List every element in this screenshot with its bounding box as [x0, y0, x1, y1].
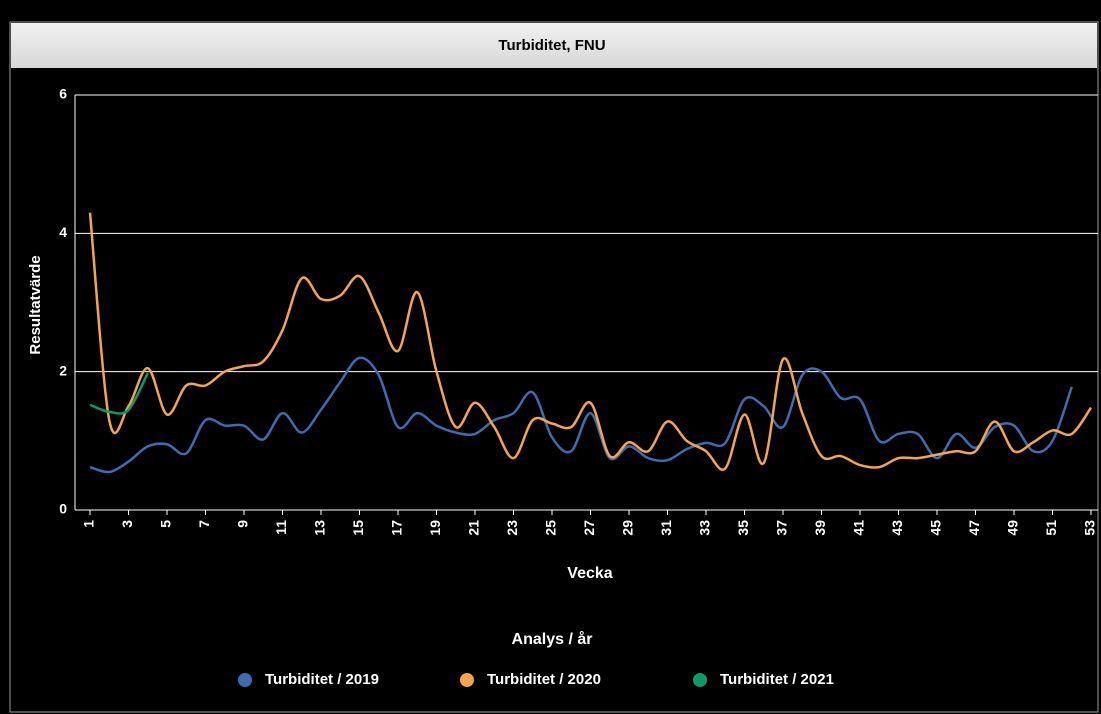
- x-tick-label: 3: [119, 520, 135, 528]
- series-line: [89, 356, 1073, 474]
- x-tick-label: 39: [812, 520, 828, 536]
- x-tick-label: 33: [697, 520, 713, 536]
- x-tick-label: 51: [1043, 520, 1059, 536]
- legend-marker: [693, 673, 707, 687]
- x-tick-label: 9: [235, 520, 251, 528]
- y-axis-label: Resultatvärde: [27, 255, 44, 354]
- series-line: [88, 212, 1093, 471]
- y-tick-label: 2: [59, 362, 67, 378]
- x-tick-label: 13: [312, 520, 328, 536]
- legend-label: Turbiditet / 2019: [265, 671, 379, 688]
- x-tick-label: 21: [466, 520, 482, 536]
- y-tick-label: 6: [59, 86, 67, 102]
- series-line: [89, 372, 149, 415]
- x-tick-label: 45: [928, 520, 944, 536]
- x-tick-label: 29: [620, 520, 636, 536]
- legend-label: Turbiditet / 2021: [720, 671, 834, 688]
- legend-marker: [238, 673, 252, 687]
- x-tick-label: 7: [196, 520, 212, 528]
- x-tick-label: 37: [774, 520, 790, 536]
- x-tick-label: 25: [543, 520, 559, 536]
- y-tick-label: 0: [59, 501, 67, 517]
- x-tick-label: 27: [581, 520, 597, 536]
- chart-title: Turbiditet, FNU: [498, 37, 605, 54]
- title-bar: [11, 23, 1097, 68]
- x-tick-label: 19: [427, 520, 443, 536]
- legend: Turbiditet / 2019 Turbiditet / 2020 Turbid…: [238, 671, 834, 688]
- x-tick-label: 43: [889, 520, 905, 536]
- x-tick-label: 17: [389, 520, 405, 536]
- x-tick-label: 1: [81, 520, 97, 528]
- x-tick-label: 41: [851, 520, 867, 536]
- x-tick-label: 23: [504, 520, 520, 536]
- legend-label: Turbiditet / 2020: [487, 671, 601, 688]
- x-tick-label: 31: [658, 520, 674, 536]
- x-axis-label: Vecka: [567, 565, 612, 582]
- frame: [9, 21, 1099, 713]
- legend-title: Analys / år: [512, 630, 593, 648]
- y-tick-label: 4: [59, 224, 67, 240]
- legend-marker: [460, 673, 474, 687]
- x-tick-label: 35: [735, 520, 751, 536]
- x-tick-label: 15: [350, 520, 366, 536]
- x-tick-label: 11: [273, 520, 289, 535]
- x-tick-label: 53: [1082, 520, 1098, 536]
- x-tick-label: 5: [158, 520, 174, 528]
- x-tick-label: 47: [966, 520, 982, 536]
- x-tick-label: 49: [1005, 520, 1021, 536]
